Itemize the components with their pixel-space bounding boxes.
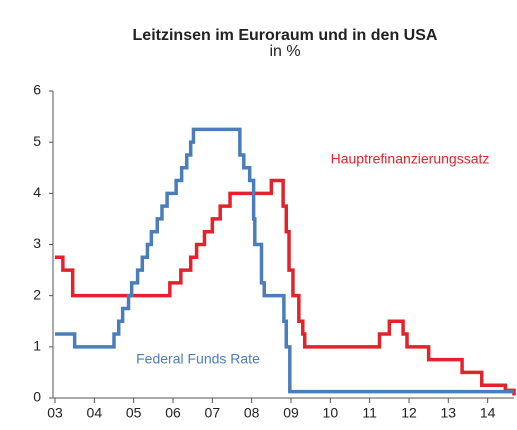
series-line: [55, 127, 514, 394]
series-label: Hauptrefinanzierungssatz: [331, 151, 490, 167]
series-label: Federal Funds Rate: [136, 351, 260, 367]
y-tick-label: 3: [33, 235, 41, 251]
x-tick-label: 04: [87, 405, 103, 421]
x-tick-label: 12: [401, 405, 417, 421]
series-line: [55, 178, 516, 396]
y-tick-label: 2: [33, 286, 41, 302]
x-tick-label: 06: [165, 405, 181, 421]
x-tick-label: 08: [244, 405, 260, 421]
x-tick-label: 05: [126, 405, 142, 421]
x-tick-label: 11: [362, 405, 377, 421]
x-tick-label: 13: [441, 405, 457, 421]
x-tick-label: 14: [480, 405, 496, 421]
y-tick-label: 0: [33, 389, 41, 405]
y-tick-label: 1: [33, 338, 41, 354]
x-tick-label: 03: [47, 405, 63, 421]
y-tick-label: 4: [33, 184, 41, 200]
y-tick-label: 6: [33, 82, 41, 98]
x-tick-label: 10: [323, 405, 339, 421]
chart-subtitle: in %: [269, 43, 300, 60]
chart-title: Leitzinsen im Euroraum und in den USA: [133, 27, 438, 44]
y-tick-label: 5: [33, 133, 41, 149]
x-tick-label: 07: [205, 405, 221, 421]
x-tick-label: 09: [283, 405, 299, 421]
